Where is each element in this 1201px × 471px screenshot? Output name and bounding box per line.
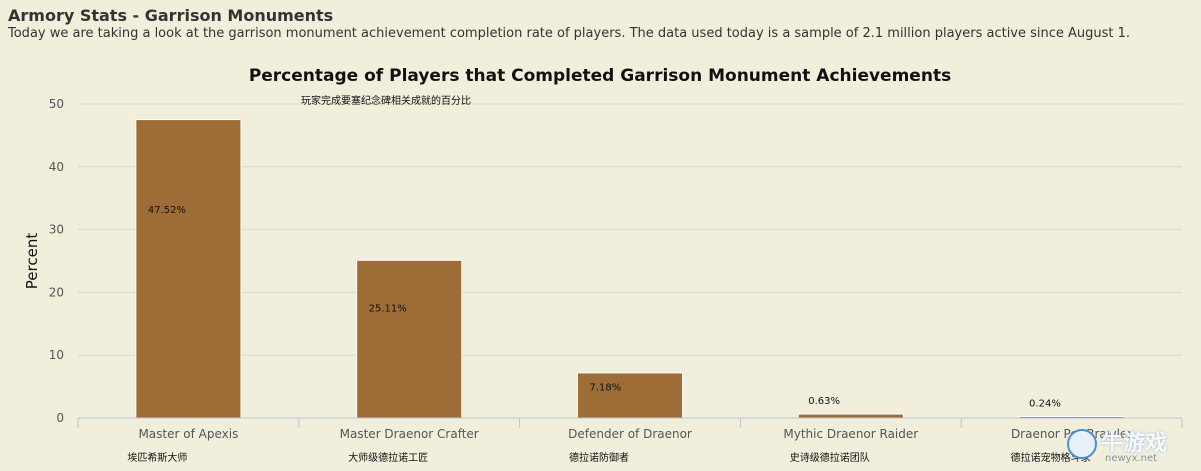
page-title: Armory Stats - Garrison Monuments: [8, 6, 334, 25]
page-intro: Today we are taking a look at the garris…: [8, 26, 1131, 41]
x-tick-label-cn: 德拉诺防御者: [569, 451, 629, 464]
watermark: 牛游戏 newyx.net: [1067, 423, 1195, 467]
y-tick-label: 40: [49, 160, 64, 174]
y-tick-label: 50: [49, 97, 64, 111]
x-axis-ticks: Master of Apexis 埃匹希斯大师 Master Draenor Cra…: [127, 427, 1132, 464]
y-tick-label: 20: [49, 285, 64, 299]
x-tick-label: Master Draenor Crafter: [340, 427, 479, 441]
data-label: 25.11%: [369, 304, 407, 315]
y-tick-label: 10: [49, 348, 64, 362]
x-tick-label: Mythic Draenor Raider: [783, 427, 918, 441]
bars: [135, 119, 1125, 419]
data-label: 7.18%: [589, 382, 621, 393]
bar: [797, 413, 904, 419]
y-tick-label: 30: [49, 223, 64, 237]
gridlines: [78, 103, 1182, 356]
x-tick-label: Master of Apexis: [138, 427, 238, 441]
chart-title: Percentage of Players that Completed Gar…: [249, 66, 951, 86]
bar: [576, 372, 684, 419]
x-tick-label: Defender of Draenor: [568, 427, 692, 441]
watermark-url: newyx.net: [1105, 453, 1158, 464]
bar: [356, 259, 463, 419]
data-label: 47.52%: [148, 205, 186, 216]
data-labels: 47.52% 25.11% 7.18% 0.63% 0.24%: [148, 205, 1061, 409]
y-tick-label: 0: [56, 411, 64, 425]
y-axis-label: Percent: [23, 233, 41, 290]
x-tick-label-cn: 大师级德拉诺工匠: [348, 451, 428, 464]
chart-subtitle: 玩家完成要塞纪念碑相关成就的百分比: [301, 94, 471, 107]
y-axis-ticks: 0 10 20 30 40 50: [49, 97, 64, 425]
x-axis: [77, 417, 1183, 428]
data-label: 0.63%: [808, 396, 840, 407]
data-label: 0.24%: [1029, 398, 1061, 409]
watermark-text: 牛游戏: [1101, 431, 1168, 456]
bar: [135, 119, 242, 419]
watermark-logo-icon: [1067, 429, 1097, 459]
x-tick-label-cn: 史诗级德拉诺团队: [790, 451, 870, 464]
x-tick-label-cn: 埃匹希斯大师: [127, 451, 187, 464]
